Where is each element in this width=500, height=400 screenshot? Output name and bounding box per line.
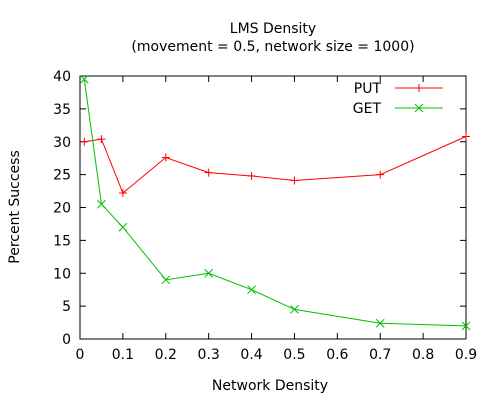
data-point-get (79, 74, 89, 84)
x-axis-label: Network Density (212, 378, 328, 394)
data-point-get (461, 321, 471, 331)
data-point-put (462, 132, 470, 141)
legend-label-get: GET (353, 101, 382, 117)
y-tick-label: 5 (62, 299, 71, 315)
x-tick-label: 0 (76, 347, 85, 363)
series-get (79, 74, 471, 331)
y-tick-label: 15 (53, 233, 71, 249)
y-tick-label: 25 (53, 168, 71, 184)
data-point-get (290, 305, 299, 314)
legend-marker-get (414, 103, 424, 113)
x-tick-label: 0.9 (455, 347, 477, 363)
data-point-get (97, 199, 106, 209)
data-point-get (204, 268, 214, 278)
x-tick-label: 0.2 (155, 347, 177, 363)
data-point-put (376, 170, 385, 179)
chart-title: LMS Density (230, 21, 316, 37)
legend: PUT GET (353, 81, 443, 117)
y-tick-label: 20 (53, 201, 71, 217)
x-tick-label: 0.5 (283, 347, 305, 363)
y-tick-label: 0 (62, 332, 71, 348)
chart-subtitle: (movement = 0.5, network size = 1000) (131, 39, 414, 55)
x-tick-label: 0.4 (240, 347, 262, 363)
data-point-put (247, 171, 256, 180)
x-tick-label: 0.7 (369, 347, 391, 363)
y-tick-label: 35 (53, 102, 71, 118)
y-tick-label: 40 (53, 69, 71, 85)
data-point-put (80, 137, 89, 146)
data-point-get (375, 318, 385, 328)
data-point-get (161, 275, 171, 285)
data-point-put (118, 189, 127, 198)
series-put (80, 132, 470, 198)
x-tick-label: 0.8 (412, 347, 434, 363)
data-point-get (118, 222, 128, 232)
data-point-put (97, 135, 106, 144)
x-tick-label: 0.1 (112, 347, 134, 363)
series-line-get (83, 79, 467, 327)
data-point-put (290, 176, 299, 185)
x-tick-label: 0.6 (326, 347, 348, 363)
series-layer (79, 74, 471, 331)
series-line-put (84, 136, 467, 194)
y-tick-label: 10 (53, 266, 71, 282)
legend-marker-put (415, 84, 423, 92)
x-tick-label: 0.3 (198, 347, 220, 363)
data-point-put (161, 153, 170, 162)
data-point-get (247, 285, 256, 295)
legend-label-put: PUT (354, 81, 382, 97)
y-axis-label: Percent Success (7, 150, 23, 263)
data-point-put (204, 168, 213, 177)
axes (79, 75, 467, 340)
tick-labels: 0 0.1 0.2 0.3 0.4 0.5 0.6 0.7 0.8 0.9 0 5 10 15 20 25 30… (53, 69, 477, 363)
y-tick-label: 30 (53, 135, 71, 151)
